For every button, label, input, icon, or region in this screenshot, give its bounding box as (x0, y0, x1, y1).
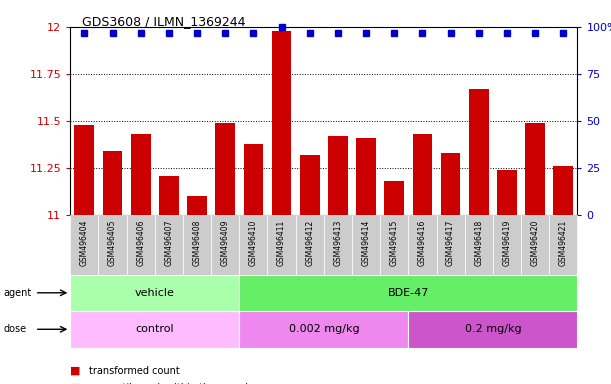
Text: 0.2 mg/kg: 0.2 mg/kg (464, 324, 521, 334)
Text: GSM496411: GSM496411 (277, 220, 286, 266)
Bar (300, 155, 320, 215)
Text: GSM496413: GSM496413 (334, 220, 342, 266)
Bar (70, 215, 98, 275)
Bar (155, 215, 183, 275)
Bar (70, 275, 240, 311)
Text: GSM496417: GSM496417 (446, 220, 455, 266)
Bar (211, 215, 240, 275)
Text: percentile rank within the sample: percentile rank within the sample (89, 383, 254, 384)
Bar (296, 215, 324, 275)
Bar (436, 215, 465, 275)
Text: GSM496421: GSM496421 (559, 220, 568, 266)
Text: control: control (136, 324, 174, 334)
Bar (328, 136, 348, 215)
Text: GSM496420: GSM496420 (530, 220, 540, 266)
Bar (244, 144, 263, 215)
Bar (469, 89, 489, 215)
Bar (324, 215, 352, 275)
Text: GSM496408: GSM496408 (192, 220, 202, 266)
Bar (268, 215, 296, 275)
Bar (352, 215, 380, 275)
Bar (380, 215, 408, 275)
Text: GSM496410: GSM496410 (249, 220, 258, 266)
Text: GSM496414: GSM496414 (362, 220, 371, 266)
Text: GSM496409: GSM496409 (221, 220, 230, 266)
Bar (103, 151, 122, 215)
Text: GSM496405: GSM496405 (108, 220, 117, 266)
Text: transformed count: transformed count (89, 366, 180, 376)
Bar (356, 138, 376, 215)
Text: ■: ■ (70, 366, 81, 376)
Text: agent: agent (3, 288, 31, 298)
Bar (75, 125, 94, 215)
Bar (465, 215, 493, 275)
Text: GSM496406: GSM496406 (136, 220, 145, 266)
Bar (521, 215, 549, 275)
Bar (272, 31, 291, 215)
Bar (98, 215, 126, 275)
Bar (183, 215, 211, 275)
Bar (240, 215, 268, 275)
Bar (497, 170, 517, 215)
Text: GSM496407: GSM496407 (164, 220, 174, 266)
Bar (554, 166, 573, 215)
Bar (240, 275, 577, 311)
Bar (408, 311, 577, 348)
Bar (126, 215, 155, 275)
Bar (408, 215, 436, 275)
Text: GSM496412: GSM496412 (306, 220, 314, 266)
Bar (493, 215, 521, 275)
Bar (240, 311, 408, 348)
Bar (159, 175, 179, 215)
Text: vehicle: vehicle (135, 288, 175, 298)
Text: GSM496404: GSM496404 (80, 220, 89, 266)
Bar (525, 123, 545, 215)
Bar (441, 153, 461, 215)
Bar (215, 123, 235, 215)
Bar (549, 215, 577, 275)
Bar (131, 134, 150, 215)
Bar (384, 181, 404, 215)
Text: ■: ■ (70, 383, 81, 384)
Text: BDE-47: BDE-47 (387, 288, 429, 298)
Bar (187, 196, 207, 215)
Text: GSM496416: GSM496416 (418, 220, 427, 266)
Bar (412, 134, 433, 215)
Text: 0.002 mg/kg: 0.002 mg/kg (288, 324, 359, 334)
Text: GSM496418: GSM496418 (474, 220, 483, 266)
Text: GSM496419: GSM496419 (502, 220, 511, 266)
Text: GSM496415: GSM496415 (390, 220, 399, 266)
Text: dose: dose (3, 324, 26, 334)
Text: GDS3608 / ILMN_1369244: GDS3608 / ILMN_1369244 (82, 15, 246, 28)
Bar (70, 311, 240, 348)
